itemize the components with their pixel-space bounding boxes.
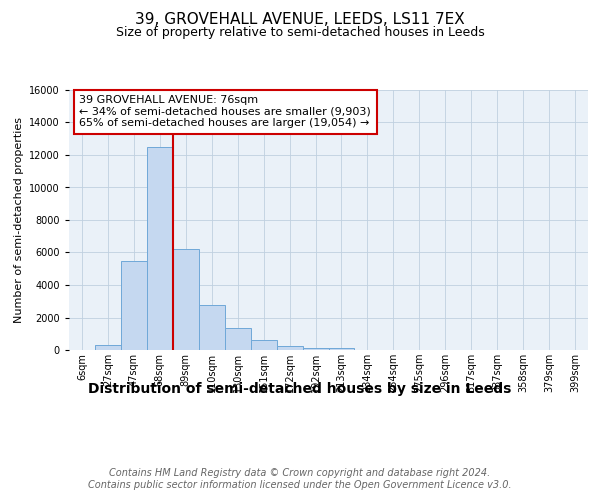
Text: Distribution of semi-detached houses by size in Leeds: Distribution of semi-detached houses by … xyxy=(88,382,512,396)
Bar xyxy=(329,348,355,350)
Bar xyxy=(225,328,251,350)
Bar xyxy=(251,340,277,350)
Bar xyxy=(277,346,302,350)
Bar xyxy=(199,304,224,350)
Text: Contains HM Land Registry data © Crown copyright and database right 2024.
Contai: Contains HM Land Registry data © Crown c… xyxy=(88,468,512,490)
Bar xyxy=(147,147,173,350)
Bar xyxy=(95,345,121,350)
Bar xyxy=(121,260,147,350)
Text: 39 GROVEHALL AVENUE: 76sqm
← 34% of semi-detached houses are smaller (9,903)
65%: 39 GROVEHALL AVENUE: 76sqm ← 34% of semi… xyxy=(79,95,371,128)
Text: 39, GROVEHALL AVENUE, LEEDS, LS11 7EX: 39, GROVEHALL AVENUE, LEEDS, LS11 7EX xyxy=(135,12,465,28)
Bar xyxy=(173,249,199,350)
Y-axis label: Number of semi-detached properties: Number of semi-detached properties xyxy=(14,117,23,323)
Bar xyxy=(302,348,329,350)
Text: Size of property relative to semi-detached houses in Leeds: Size of property relative to semi-detach… xyxy=(116,26,484,39)
